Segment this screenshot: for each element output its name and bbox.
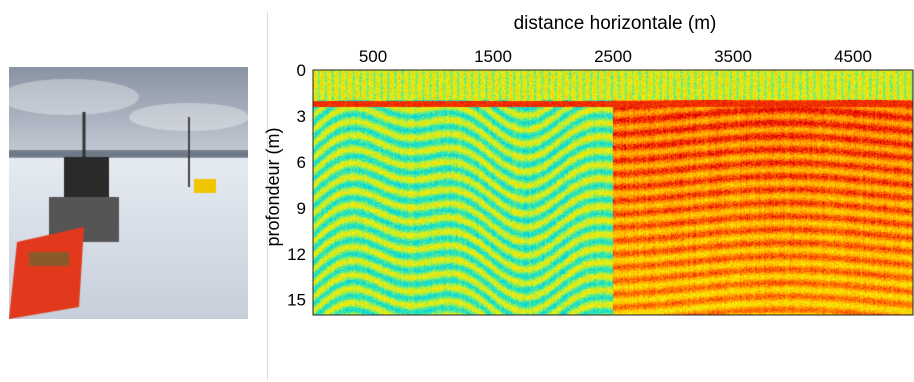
y-axis-label: profondeur (m) — [263, 127, 283, 246]
x-tick-label: 4500 — [834, 47, 872, 66]
x-tick-label: 2500 — [594, 47, 632, 66]
y-tick-label: 15 — [287, 291, 306, 310]
plot-frame — [312, 69, 914, 316]
y-tick-label: 3 — [297, 107, 306, 126]
x-tick-label: 1500 — [474, 47, 512, 66]
x-tick-label: 500 — [359, 47, 387, 66]
y-tick-label: 12 — [287, 245, 306, 264]
field-photo — [9, 67, 248, 319]
panel-divider — [267, 12, 268, 380]
x-axis-label: distance horizontale (m) — [514, 13, 717, 34]
y-tick-label: 0 — [297, 61, 306, 80]
y-tick-labels: 0 3 6 9 12 15 — [287, 61, 306, 310]
y-tick-label: 9 — [297, 199, 306, 218]
x-tick-labels: 500 1500 2500 3500 4500 — [359, 47, 872, 66]
y-tick-label: 6 — [297, 153, 306, 172]
radargram-heatmap — [313, 70, 913, 315]
x-tick-label: 3500 — [714, 47, 752, 66]
